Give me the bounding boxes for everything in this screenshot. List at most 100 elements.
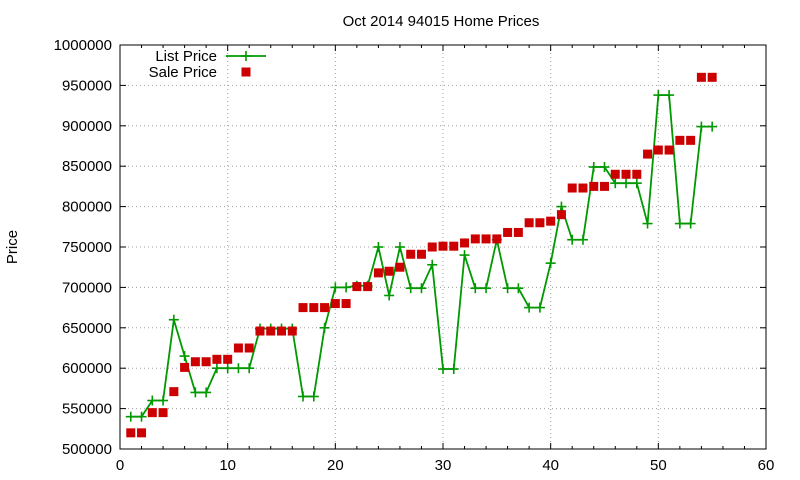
plot-border [119, 44, 767, 450]
sale-price-point [427, 242, 437, 252]
list-price-point [674, 218, 685, 229]
list-price-point [621, 178, 632, 189]
list-price-point [222, 363, 233, 374]
grid [120, 45, 766, 449]
sale-price-point [309, 303, 319, 313]
list-price-point [211, 363, 222, 374]
list-price-point [459, 250, 470, 261]
sale-price-point [643, 149, 653, 159]
list-price-point [125, 411, 136, 422]
list-price-point [201, 387, 212, 398]
y-tick-label: 750000 [62, 239, 112, 256]
y-axis-label: Price [4, 230, 21, 264]
list-price-point [308, 391, 319, 402]
sale-price-point [341, 299, 351, 309]
list-price-point [470, 283, 481, 294]
sale-price-point [277, 326, 286, 336]
sale-price-point [147, 408, 157, 418]
list-price-point [653, 90, 664, 101]
legend-cross-swatch [241, 51, 251, 61]
sale-price-point [632, 169, 642, 179]
list-price-point [190, 387, 201, 398]
list-price-point [513, 283, 524, 294]
sale-price-point [664, 145, 674, 155]
sale-price-point [363, 282, 373, 292]
list-price-point [481, 283, 492, 294]
list-price-point [373, 242, 384, 252]
sale-price-point [460, 238, 470, 248]
list-price-point [298, 391, 309, 402]
y-tick-label: 650000 [62, 320, 112, 337]
tick-labels: 500000 550000 600000 650000 700000 750000 8000… [54, 37, 775, 474]
sale-price-point [223, 354, 233, 364]
sale-price-point [707, 72, 717, 82]
list-price-point [158, 395, 169, 406]
list-price-point [588, 162, 599, 173]
y-tick-label: 600000 [62, 360, 112, 377]
sale-price-point [158, 408, 168, 418]
sale-price-point [503, 227, 513, 237]
x-tick-label: 60 [758, 457, 775, 474]
sale-price-point [287, 326, 297, 336]
list-price-point [405, 283, 416, 294]
sale-price-point [610, 169, 620, 179]
list-price-point [168, 314, 179, 325]
sale-price-point [481, 234, 491, 244]
sale-price-point [352, 282, 362, 292]
sale-price-point [266, 326, 276, 336]
list-price-point [502, 283, 513, 294]
list-price-point [147, 395, 158, 406]
y-tick-label: 850000 [62, 158, 112, 175]
list-price-point [384, 290, 395, 301]
sale-price-point [330, 299, 340, 309]
sale-price-point [492, 234, 502, 244]
y-tick-label: 500000 [62, 441, 112, 458]
sale-price-point [449, 241, 459, 251]
list-price-point [631, 178, 642, 189]
sale-price-point [180, 362, 190, 372]
list-price-point [427, 259, 438, 270]
sale-price-point [567, 183, 577, 193]
y-tick-label: 550000 [62, 401, 112, 418]
sale-price-point [137, 428, 147, 438]
sale-price-point [556, 210, 566, 220]
sale-price-point [546, 216, 556, 226]
sale-price-point [438, 241, 448, 251]
sale-price-point [298, 303, 308, 313]
list-price-point [448, 364, 459, 375]
list-price-point [136, 411, 147, 422]
list-price-point [696, 121, 707, 132]
list-price-point [341, 282, 352, 293]
sale-price-point [233, 343, 243, 353]
x-tick-label: 10 [219, 457, 236, 474]
list-price-point [610, 178, 621, 189]
sale-price-point [406, 249, 416, 259]
chart-title: Oct 2014 94015 Home Prices [343, 13, 540, 30]
sale-price-point [535, 218, 545, 228]
x-tick-label: 30 [435, 457, 452, 474]
sale-price-point [416, 249, 426, 259]
list-price-point [664, 90, 675, 101]
list-price-point [685, 218, 696, 229]
x-tick-label: 0 [116, 457, 124, 474]
sale-price-point [686, 135, 696, 145]
x-tick-label: 40 [542, 457, 559, 474]
sale-price-point [696, 72, 706, 82]
y-tick-label: 950000 [62, 77, 112, 94]
sale-price-point [126, 428, 136, 438]
sale-price-point [600, 181, 609, 191]
list-price-point [244, 363, 255, 374]
list-price-point [319, 322, 330, 333]
sale-price-point [395, 262, 405, 272]
sale-price-point [320, 303, 330, 313]
sale-price-point [470, 234, 480, 244]
sale-price-point [621, 169, 631, 179]
sale-price-point [255, 326, 265, 336]
y-tick-label: 700000 [62, 279, 112, 296]
axes [119, 44, 767, 450]
list-price-point [567, 234, 578, 245]
legend-label: Sale Price [149, 64, 217, 81]
x-tick-label: 20 [327, 457, 344, 474]
